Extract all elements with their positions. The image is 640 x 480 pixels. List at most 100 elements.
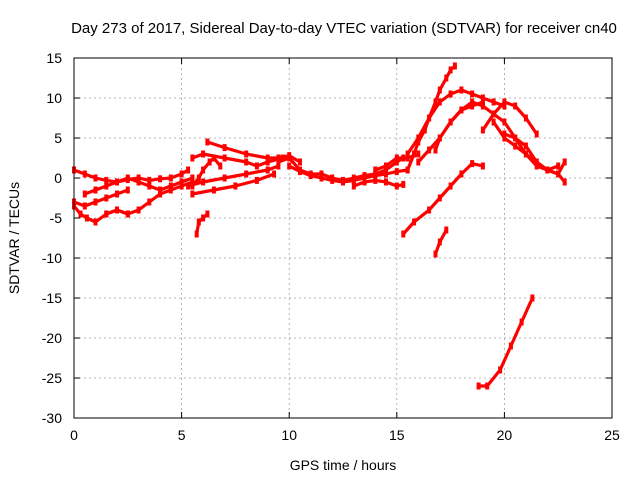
data-point	[179, 178, 184, 186]
data-point	[341, 178, 345, 186]
data-point	[115, 206, 119, 214]
y-tick-label: -10	[42, 250, 62, 266]
data-point	[437, 98, 442, 106]
series-track-5	[82, 174, 195, 198]
data-point	[330, 176, 335, 184]
data-point	[351, 176, 356, 184]
data-point	[158, 175, 163, 183]
data-point	[508, 342, 513, 350]
data-point	[201, 214, 206, 222]
series-track-14	[351, 176, 406, 190]
data-point	[384, 178, 388, 186]
data-point	[190, 174, 195, 182]
data-point	[416, 138, 421, 146]
data-point	[498, 366, 503, 374]
data-point	[433, 250, 438, 258]
data-point	[448, 66, 453, 74]
data-point	[82, 170, 87, 178]
data-point	[448, 90, 453, 98]
data-point	[276, 158, 281, 166]
data-point	[207, 158, 212, 166]
data-point	[444, 74, 449, 82]
axis-ticks: 0 5 10 15 20 25 15 10 5 0 -5 -10 -15 -20 -25 -30	[42, 50, 620, 443]
data-point	[147, 198, 152, 206]
data-point	[201, 166, 206, 174]
data-point	[78, 210, 83, 218]
data-point	[115, 190, 119, 198]
data-point	[158, 186, 163, 194]
data-point	[82, 190, 87, 198]
x-tick-label: 5	[178, 427, 186, 443]
data-point	[93, 198, 98, 206]
plot-frame	[73, 57, 613, 419]
data-point	[422, 126, 427, 134]
data-point	[265, 158, 270, 166]
data-point	[480, 94, 485, 102]
data-point	[433, 146, 438, 154]
data-point	[513, 102, 518, 110]
data-point	[186, 182, 191, 190]
data-point	[244, 170, 249, 178]
series-track-6	[194, 210, 210, 238]
data-point	[196, 218, 201, 226]
data-point	[384, 166, 388, 174]
series-track-4	[104, 206, 130, 218]
data-point	[104, 210, 109, 218]
data-point	[351, 182, 356, 190]
data-point	[233, 182, 238, 190]
data-point	[222, 174, 227, 182]
data-point	[427, 146, 432, 154]
data-point	[272, 170, 277, 178]
data-point	[373, 172, 378, 180]
data-point	[433, 98, 438, 106]
data-point	[265, 166, 270, 174]
data-point	[265, 154, 270, 162]
data-point	[416, 158, 421, 166]
data-point	[459, 106, 464, 114]
series-track-19	[433, 98, 485, 154]
data-point	[562, 158, 567, 166]
series-track-20	[480, 98, 539, 138]
data-point	[480, 102, 485, 110]
data-point	[373, 166, 378, 174]
series-line	[406, 88, 506, 156]
data-point	[125, 186, 130, 194]
x-axis-title: GPS time / hours	[290, 457, 397, 473]
data-point	[125, 174, 130, 182]
data-point	[394, 168, 399, 176]
y-tick-label: 15	[46, 50, 62, 66]
data-point	[179, 170, 184, 178]
data-point	[556, 162, 561, 170]
y-tick-label: 10	[46, 90, 62, 106]
data-point	[136, 206, 141, 214]
data-point	[194, 230, 199, 238]
data-point	[416, 150, 421, 158]
data-point	[513, 134, 518, 142]
y-tick-label: -25	[42, 370, 62, 386]
data-point	[205, 210, 210, 218]
data-point	[136, 178, 141, 186]
data-point	[530, 294, 535, 302]
series-track-23	[401, 160, 485, 238]
data-point	[519, 318, 524, 326]
data-point	[427, 206, 432, 214]
data-point	[308, 172, 313, 180]
data-point	[502, 130, 507, 138]
data-point	[523, 114, 528, 122]
data-point	[394, 182, 399, 190]
data-point	[190, 190, 195, 198]
data-point	[405, 166, 410, 174]
data-point	[459, 170, 464, 178]
chart-title: Day 273 of 2017, Sidereal Day-to-day VTE…	[71, 20, 617, 37]
series-track-11	[190, 170, 277, 198]
data-point	[147, 182, 152, 190]
series-track-9	[190, 150, 285, 170]
data-point	[115, 178, 119, 186]
y-tick-label: -30	[42, 410, 62, 426]
data-point	[362, 178, 367, 186]
data-point	[319, 170, 324, 178]
data-point	[502, 102, 507, 110]
data-point	[104, 194, 109, 202]
